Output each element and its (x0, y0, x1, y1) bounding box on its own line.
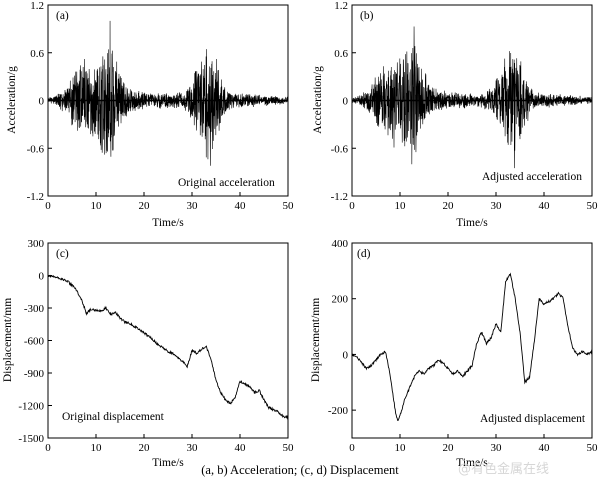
y-tick-label: 0 (343, 96, 349, 108)
trace-layer (351, 26, 593, 169)
tick-layer: 0 10 20 30 40 50 -1500 -1200 -900 -600 -300 0 300 (18, 238, 294, 454)
x-tick-label: 40 (539, 442, 551, 454)
y-axis-label: Acceleration/g (312, 66, 324, 134)
y-tick-label: -0.6 (331, 143, 349, 155)
series-annotation: Original displacement (62, 411, 165, 423)
y-tick-label: 200 (332, 294, 349, 306)
y-tick-label: 1.2 (30, 0, 44, 12)
chart-panel-a: 0 10 20 30 40 50 -1.2 -0.6 0 0.6 1.2 (a) Original … (6, 0, 294, 229)
series-line (47, 20, 289, 166)
y-tick-label: -200 (328, 405, 349, 417)
x-axis-label: Time/s (456, 217, 488, 229)
x-axis-label: Time/s (152, 457, 184, 469)
y-tick-label: 0.6 (30, 48, 44, 60)
x-tick-label: 50 (587, 442, 599, 454)
x-tick-label: 10 (91, 200, 103, 212)
tick-layer: 0 10 20 30 40 50 -200 0 200 400 (328, 238, 598, 454)
x-tick-label: 50 (283, 442, 295, 454)
trace-layer (47, 20, 289, 166)
x-tick-label: 10 (395, 442, 407, 454)
y-tick-label: -300 (24, 303, 45, 315)
trace-layer (351, 272, 593, 421)
x-tick-label: 40 (539, 200, 551, 212)
x-tick-label: 40 (235, 442, 247, 454)
trace-layer (47, 274, 289, 420)
x-tick-label: 40 (235, 200, 247, 212)
x-tick-label: 0 (45, 442, 51, 454)
y-axis-label: Displacement/mm (310, 298, 322, 382)
plot-frame (47, 242, 289, 439)
chart-panel-b: 0 10 20 30 40 50 -1.2 -0.6 0 0.6 1.2 (b) Adjusted … (312, 0, 598, 229)
y-axis-label: Acceleration/g (6, 66, 18, 134)
tick-layer: 0 10 20 30 40 50 -1.2 -0.6 0 0.6 1.2 (331, 0, 598, 212)
series-line (47, 274, 289, 420)
y-tick-label: -600 (24, 336, 45, 348)
panel-label: (b) (360, 10, 374, 22)
chart-panel-c: 0 10 20 30 40 50 -1500 -1200 -900 -600 -300 0 300 (c… (2, 238, 294, 469)
y-tick-label: -900 (24, 368, 45, 380)
panel-label: (d) (357, 248, 371, 260)
y-tick-label: 0 (39, 271, 45, 283)
y-tick-label: 300 (28, 238, 45, 250)
series-line (351, 26, 593, 169)
y-axis-label: Displacement/mm (2, 298, 14, 382)
figure-caption: (a, b) Acceleration; (c, d) Displacement (201, 463, 399, 477)
y-tick-label: 0.6 (334, 48, 348, 60)
plot-frame (351, 242, 593, 439)
x-axis-label: Time/s (152, 217, 184, 229)
x-tick-label: 30 (491, 200, 503, 212)
x-tick-label: 10 (395, 200, 407, 212)
x-tick-label: 30 (187, 200, 199, 212)
y-tick-label: -0.6 (27, 143, 45, 155)
y-axis-label-quantity: Acceleration/g (6, 66, 18, 134)
x-axis-label: Time/s (456, 457, 488, 469)
panel-label: (c) (56, 248, 69, 260)
x-tick-label: 20 (443, 442, 455, 454)
x-tick-label: 30 (491, 442, 503, 454)
x-tick-label: 30 (187, 442, 199, 454)
y-tick-label: 1.2 (334, 0, 348, 12)
tick-layer: 0 10 20 30 40 50 -1.2 -0.6 0 0.6 1.2 (27, 0, 294, 212)
x-tick-label: 10 (91, 442, 103, 454)
x-tick-label: 0 (45, 200, 51, 212)
panel-label: (a) (56, 10, 69, 22)
x-tick-label: 0 (349, 200, 355, 212)
x-tick-label: 50 (587, 200, 599, 212)
y-tick-label: 400 (332, 238, 349, 250)
y-tick-label: -1.2 (331, 191, 348, 203)
y-tick-label: 0 (343, 349, 349, 361)
x-tick-label: 20 (443, 200, 455, 212)
x-tick-label: 20 (139, 200, 151, 212)
series-annotation: Adjusted acceleration (482, 171, 582, 183)
watermark: @有色金属在线 (458, 462, 550, 477)
x-tick-label: 0 (349, 442, 355, 454)
chart-panel-d: 0 10 20 30 40 50 -200 0 200 400 (d) Adjusted disp… (310, 238, 598, 469)
y-tick-label: -1200 (18, 401, 44, 413)
series-line (351, 272, 593, 421)
series-annotation: Original acceleration (178, 177, 275, 189)
x-tick-label: 50 (283, 200, 295, 212)
x-tick-label: 20 (139, 442, 151, 454)
series-annotation: Adjusted displacement (480, 413, 586, 425)
y-tick-label: 0 (39, 96, 45, 108)
y-tick-label: -1.2 (27, 191, 44, 203)
y-tick-label: -1500 (18, 433, 44, 445)
